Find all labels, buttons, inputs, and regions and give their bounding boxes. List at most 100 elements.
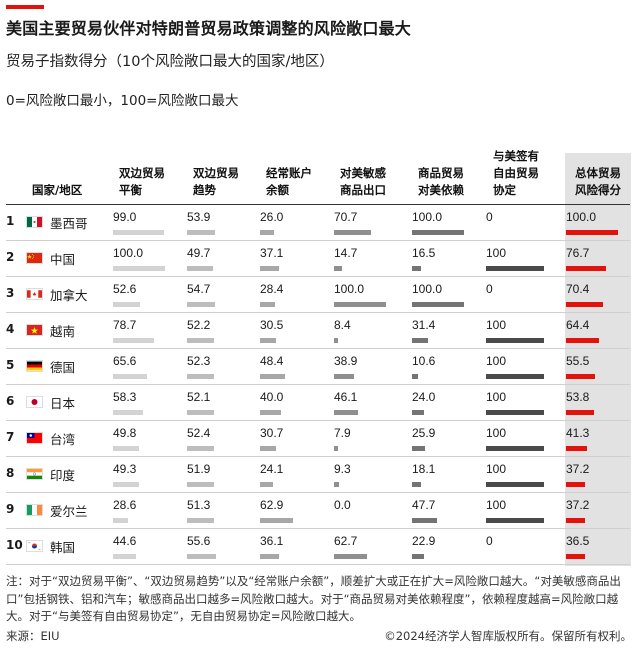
country-name: 爱尔兰 (50, 504, 88, 519)
value-label: 53.9 (187, 210, 211, 224)
value-label: 18.1 (412, 462, 436, 476)
score-bar (187, 374, 214, 379)
score-bar (260, 554, 279, 559)
value-label: 8.4 (334, 318, 351, 332)
score-bar (187, 410, 214, 415)
score-bar (187, 338, 214, 343)
value-label: 40.0 (260, 390, 284, 404)
score-bar (113, 302, 140, 307)
score-bar (486, 518, 544, 523)
score-bar (113, 482, 139, 487)
value-label: 100.0 (113, 246, 144, 260)
ireland-flag-icon (26, 504, 43, 516)
value-label: 100 (486, 426, 507, 440)
value-label: 100.0 (412, 282, 443, 296)
header-us-dependence: 商品贸易 对美依赖 (418, 166, 464, 197)
country-name: 日本 (50, 396, 76, 411)
value-label: 48.4 (260, 354, 284, 368)
score-bar (187, 302, 215, 307)
value-label: 78.7 (113, 318, 137, 332)
value-label: 28.4 (260, 282, 284, 296)
row-divider (6, 456, 630, 457)
value-label: 62.9 (260, 498, 284, 512)
table-row: 9 爱尔兰 28.6 51.3 62.9 0.0 47.7 100 37.2 (6, 493, 630, 529)
germany-flag-icon (26, 360, 43, 372)
vietnam-flag-icon (26, 324, 43, 336)
value-label: 0 (486, 210, 493, 224)
score-bar (486, 410, 544, 415)
value-label: 100.0 (334, 282, 365, 296)
row-divider (6, 348, 630, 349)
row-divider (6, 276, 630, 277)
value-label: 0 (486, 534, 493, 548)
value-label: 70.7 (334, 210, 358, 224)
row-divider (6, 240, 630, 241)
china-flag-icon (26, 252, 43, 264)
value-label: 100 (486, 462, 507, 476)
score-bar (412, 482, 421, 487)
value-label: 52.6 (113, 282, 137, 296)
score-bar (412, 302, 464, 307)
score-bar (260, 266, 279, 271)
score-bar (566, 446, 587, 451)
score-bar (412, 446, 425, 451)
table-row: 5 德国 65.6 52.3 48.4 38.9 10.6 100 55.5 (6, 349, 630, 385)
score-bar (113, 374, 147, 379)
score-bar (334, 482, 339, 487)
score-bar (412, 554, 424, 559)
table-row: 2 中国 100.0 49.7 37.1 14.7 16.5 100 76.7 (6, 241, 630, 277)
rank-label: 10 (6, 538, 23, 552)
score-bar (334, 410, 358, 415)
value-label: 100.0 (566, 210, 597, 224)
table-row: 4 越南 78.7 52.2 30.5 8.4 31.4 100 64.4 (6, 313, 630, 349)
japan-flag-icon (26, 396, 43, 408)
value-label: 24.1 (260, 462, 284, 476)
value-label: 49.7 (187, 246, 211, 260)
country-name: 越南 (50, 324, 76, 339)
score-bar (187, 518, 214, 523)
header-sensitive-exports: 对美敏感 商品出口 (340, 166, 386, 197)
score-bar (486, 266, 544, 271)
score-bar (334, 266, 342, 271)
value-label: 55.5 (566, 354, 590, 368)
score-bar (334, 446, 338, 451)
table-row: 1 墨西哥 99.0 53.9 26.0 70.7 100.0 0 100.0 (6, 205, 630, 241)
value-label: 37.2 (566, 498, 590, 512)
rank-label: 9 (6, 502, 15, 516)
table-row: 7 台湾 49.8 52.4 30.7 7.9 25.9 100 41.3 (6, 421, 630, 457)
score-bar (260, 230, 274, 235)
value-label: 49.3 (113, 462, 137, 476)
value-label: 100 (486, 498, 507, 512)
score-bar (486, 338, 544, 343)
score-bar (566, 338, 599, 343)
score-bar (334, 302, 386, 307)
score-bar (260, 338, 276, 343)
canada-flag-icon (26, 288, 43, 300)
header-fta: 与美签有 自由贸易 协定 (493, 149, 539, 197)
score-bar (566, 410, 594, 415)
country-name: 加拿大 (50, 288, 88, 303)
score-bar (113, 266, 165, 271)
country-name: 台湾 (50, 432, 76, 447)
copyright: ©2024经济学人智库版权所有。保留所有权利。 (384, 629, 632, 643)
rank-label: 7 (6, 430, 15, 444)
score-bar (566, 266, 606, 271)
score-bar (412, 230, 464, 235)
chart-title: 美国主要贸易伙伴对特朗普贸易政策调整的风险敞口最大 (6, 19, 412, 38)
score-bar (187, 554, 216, 559)
score-bar (187, 230, 215, 235)
country-name: 德国 (50, 360, 76, 375)
value-label: 52.1 (187, 390, 211, 404)
score-bar (260, 446, 276, 451)
table-row: 8 印度 49.3 51.9 24.1 9.3 18.1 100 37.2 (6, 457, 630, 493)
value-label: 100 (486, 318, 507, 332)
value-label: 99.0 (113, 210, 137, 224)
score-bar (187, 266, 213, 271)
score-bar (412, 410, 424, 415)
brand-accent-bar (6, 5, 44, 9)
value-label: 30.5 (260, 318, 284, 332)
score-bar (113, 410, 143, 415)
score-bar (412, 338, 428, 343)
value-label: 9.3 (334, 462, 351, 476)
header-bilateral-balance: 双边贸易 平衡 (119, 166, 165, 197)
